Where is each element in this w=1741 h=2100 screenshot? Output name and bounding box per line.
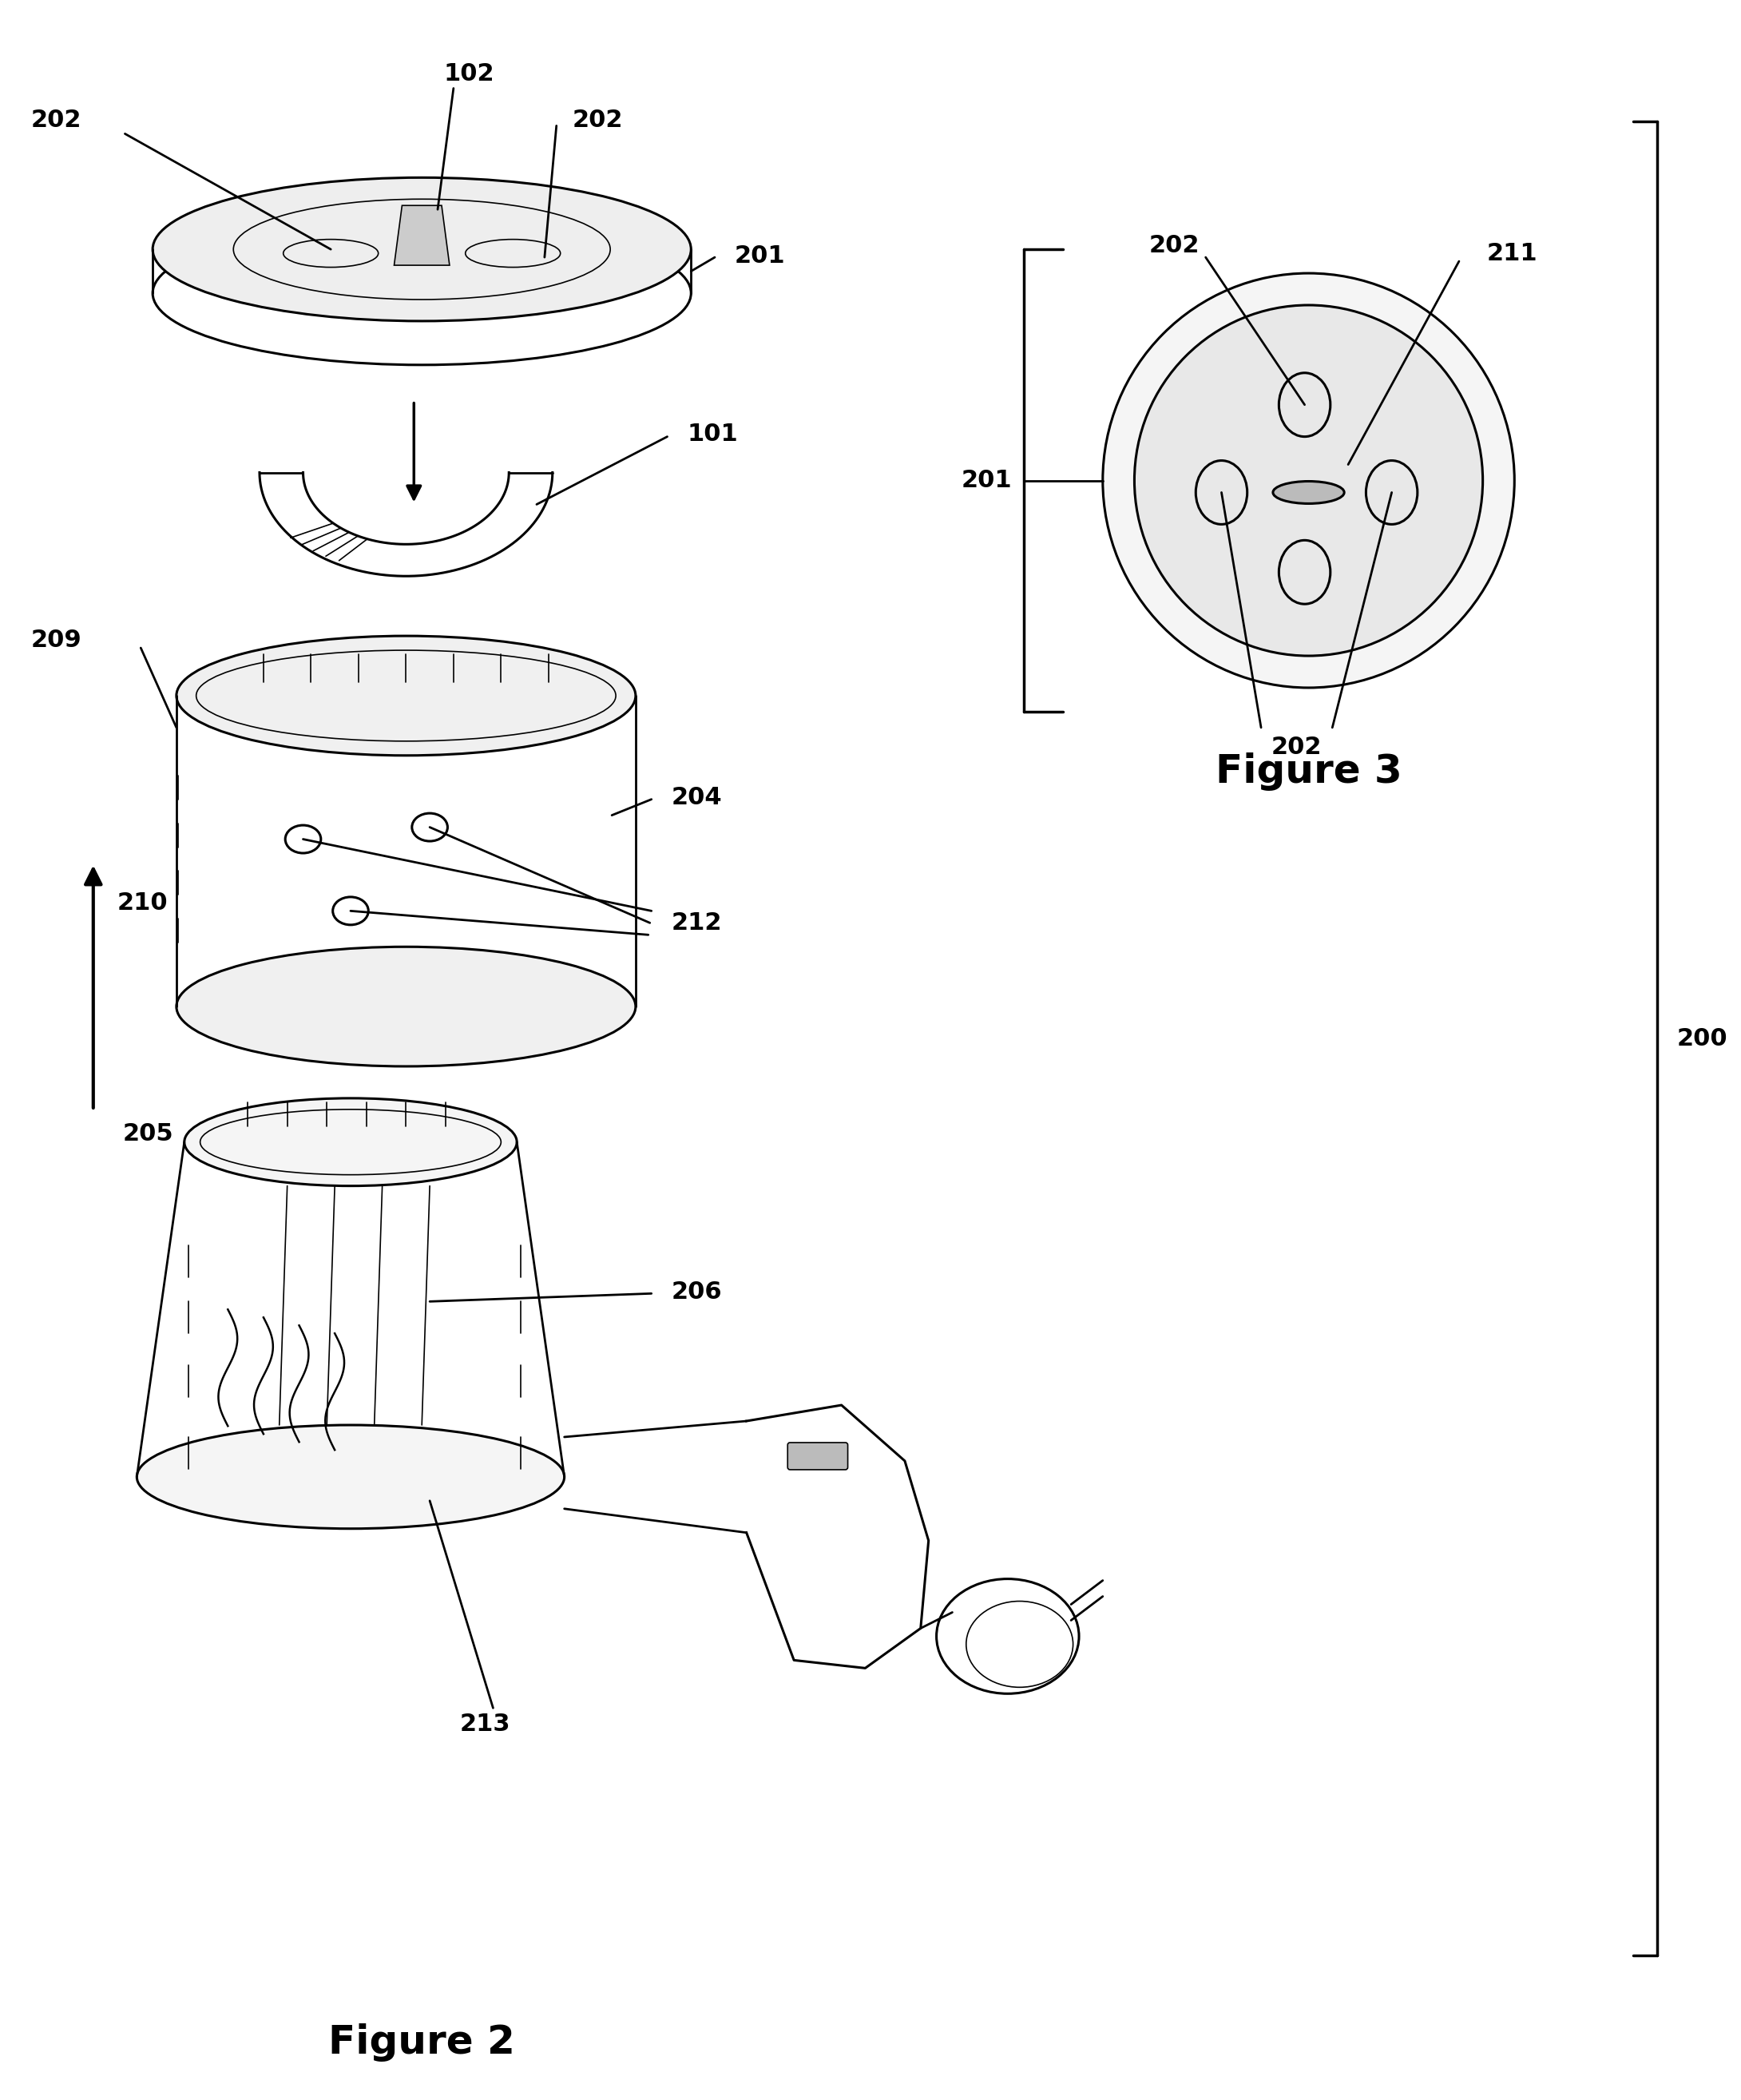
Text: 205: 205 xyxy=(122,1124,174,1147)
Text: 202: 202 xyxy=(31,109,82,132)
Text: Figure 3: Figure 3 xyxy=(1215,752,1402,790)
Ellipse shape xyxy=(176,947,635,1067)
Text: 209: 209 xyxy=(31,628,82,651)
Text: 204: 204 xyxy=(672,785,723,808)
Ellipse shape xyxy=(153,178,691,321)
Text: 202: 202 xyxy=(1271,735,1321,758)
Ellipse shape xyxy=(1273,481,1344,504)
Text: 202: 202 xyxy=(573,109,623,132)
Text: 213: 213 xyxy=(460,1712,510,1735)
Text: 202: 202 xyxy=(1149,233,1200,256)
Text: 200: 200 xyxy=(1677,1027,1727,1050)
Text: 102: 102 xyxy=(444,63,494,86)
Ellipse shape xyxy=(176,636,635,756)
Ellipse shape xyxy=(185,1098,517,1186)
Text: Figure 2: Figure 2 xyxy=(329,2024,515,2062)
Text: 201: 201 xyxy=(735,244,785,267)
Text: 212: 212 xyxy=(672,911,723,935)
Circle shape xyxy=(1135,304,1483,655)
Text: 206: 206 xyxy=(672,1281,723,1304)
Text: 101: 101 xyxy=(688,422,738,445)
FancyBboxPatch shape xyxy=(787,1443,848,1470)
Text: 211: 211 xyxy=(1487,242,1537,265)
Polygon shape xyxy=(393,206,449,265)
Circle shape xyxy=(1102,273,1515,687)
Ellipse shape xyxy=(138,1426,564,1529)
Text: 210: 210 xyxy=(117,890,167,914)
Text: 201: 201 xyxy=(961,468,1012,491)
